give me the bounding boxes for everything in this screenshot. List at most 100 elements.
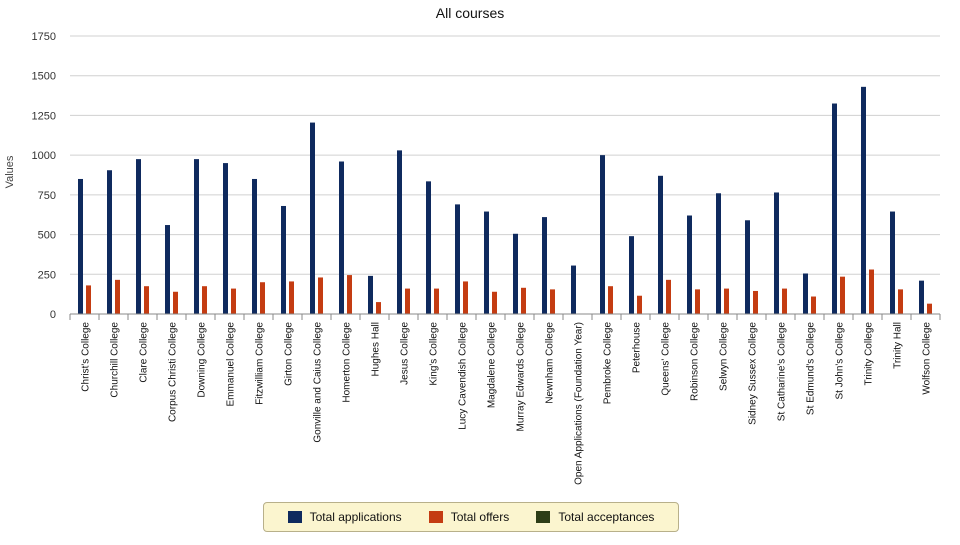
x-tick-label: King's College <box>429 322 440 386</box>
x-tick-label: Emmanuel College <box>226 322 237 407</box>
x-tick-label: Girton College <box>284 322 295 386</box>
y-axis-label: Values <box>4 155 16 188</box>
x-tick-label: St Catharine's College <box>777 322 788 422</box>
legend-label-acceptances: Total acceptances <box>558 510 655 524</box>
bar-total-offers[interactable] <box>840 276 845 314</box>
bar-total-offers[interactable] <box>463 281 468 314</box>
legend-label-applications: Total applications <box>309 510 402 524</box>
x-tick-label: Trinity Hall <box>893 322 904 369</box>
x-tick-label: Clare College <box>139 322 150 383</box>
y-tick-label: 1750 <box>32 31 56 43</box>
x-tick-label: Robinson College <box>690 322 701 401</box>
x-tick-label: Sidney Sussex College <box>748 322 759 425</box>
x-tick-label: Pembroke College <box>603 322 614 405</box>
bar-total-applications[interactable] <box>165 225 170 314</box>
x-tick-label: Magdalene College <box>487 322 498 409</box>
bar-total-applications[interactable] <box>629 236 634 314</box>
bar-total-offers[interactable] <box>260 282 265 314</box>
bar-total-applications[interactable] <box>542 217 547 314</box>
bar-total-offers[interactable] <box>405 288 410 314</box>
bar-total-offers[interactable] <box>753 290 758 314</box>
bar-total-applications[interactable] <box>861 86 866 314</box>
bar-total-applications[interactable] <box>919 280 924 314</box>
bar-total-offers[interactable] <box>695 289 700 314</box>
bar-total-offers[interactable] <box>724 288 729 314</box>
y-tick-label: 0 <box>50 309 56 321</box>
x-tick-label: Queens' College <box>661 322 672 396</box>
bar-total-offers[interactable] <box>318 277 323 314</box>
bar-total-applications[interactable] <box>484 211 489 314</box>
bar-total-offers[interactable] <box>144 286 149 314</box>
bar-total-offers[interactable] <box>492 291 497 314</box>
bar-total-offers[interactable] <box>869 269 874 314</box>
legend-swatch-acceptances <box>536 511 551 523</box>
bar-total-offers[interactable] <box>898 289 903 314</box>
x-tick-label: Fitzwilliam College <box>255 322 266 405</box>
bar-total-offers[interactable] <box>550 289 555 314</box>
bar-total-applications[interactable] <box>774 192 779 314</box>
x-tick-label: Churchill College <box>110 322 121 398</box>
y-tick-label: 250 <box>38 269 56 281</box>
bar-total-applications[interactable] <box>281 205 286 314</box>
bar-total-offers[interactable] <box>376 302 381 314</box>
chart-title: All courses <box>436 5 504 21</box>
bar-total-applications[interactable] <box>658 175 663 314</box>
bar-total-applications[interactable] <box>397 150 402 314</box>
bar-total-applications[interactable] <box>513 233 518 314</box>
bar-total-applications[interactable] <box>368 275 373 314</box>
legend-swatch-applications <box>287 511 302 523</box>
bar-total-offers[interactable] <box>608 286 613 314</box>
legend-item-offers[interactable]: Total offers <box>428 510 510 524</box>
bar-total-offers[interactable] <box>521 287 526 314</box>
bar-total-offers[interactable] <box>115 279 120 314</box>
x-tick-label: Hughes Hall <box>371 322 382 376</box>
bar-total-applications[interactable] <box>832 103 837 314</box>
x-tick-label: St John's College <box>835 322 846 400</box>
bar-total-offers[interactable] <box>811 296 816 314</box>
bar-total-applications[interactable] <box>310 122 315 314</box>
bar-total-applications[interactable] <box>78 178 83 314</box>
x-tick-label: Christ's College <box>81 322 92 392</box>
bar-total-offers[interactable] <box>927 303 932 314</box>
bar-total-applications[interactable] <box>252 178 257 314</box>
bar-total-applications[interactable] <box>136 159 141 314</box>
bar-total-applications[interactable] <box>687 215 692 314</box>
bar-total-applications[interactable] <box>600 155 605 314</box>
bar-total-offers[interactable] <box>289 281 294 314</box>
bar-total-offers[interactable] <box>782 288 787 314</box>
x-tick-label: Wolfson College <box>922 322 933 395</box>
bar-total-offers[interactable] <box>637 295 642 314</box>
bar-total-applications[interactable] <box>223 163 228 314</box>
legend-swatch-offers <box>428 511 443 523</box>
bar-total-offers[interactable] <box>434 288 439 314</box>
bar-total-applications[interactable] <box>107 170 112 314</box>
legend: Total applications Total offers Total ac… <box>263 502 679 532</box>
bar-total-offers[interactable] <box>86 285 91 314</box>
y-tick-label: 750 <box>38 190 56 202</box>
y-tick-label: 1500 <box>32 71 56 83</box>
bar-total-applications[interactable] <box>571 265 576 314</box>
bar-total-applications[interactable] <box>803 273 808 314</box>
bar-total-offers[interactable] <box>202 286 207 314</box>
bar-total-applications[interactable] <box>194 159 199 314</box>
legend-item-acceptances[interactable]: Total acceptances <box>536 510 654 524</box>
bar-total-applications[interactable] <box>339 161 344 314</box>
bar-total-offers[interactable] <box>173 291 178 314</box>
bar-total-offers[interactable] <box>231 288 236 314</box>
x-tick-label: Peterhouse <box>632 322 643 374</box>
legend-item-applications[interactable]: Total applications <box>287 510 402 524</box>
bar-total-applications[interactable] <box>745 220 750 314</box>
x-tick-label: Newnham College <box>545 322 556 404</box>
bar-total-applications[interactable] <box>426 181 431 314</box>
bar-total-applications[interactable] <box>716 193 721 314</box>
legend-label-offers: Total offers <box>450 510 510 524</box>
axis-layer: 0 250 500 750 1000 1250 1500 1750 Christ's Colle… <box>32 31 941 485</box>
bar-total-offers[interactable] <box>666 279 671 314</box>
bar-total-applications[interactable] <box>455 204 460 314</box>
x-tick-label: Trinity College <box>864 322 875 386</box>
bar-total-offers[interactable] <box>347 275 352 314</box>
x-tick-label: Lucy Cavendish College <box>458 322 469 430</box>
bar-total-applications[interactable] <box>890 211 895 314</box>
y-tick-label: 1000 <box>32 150 56 162</box>
